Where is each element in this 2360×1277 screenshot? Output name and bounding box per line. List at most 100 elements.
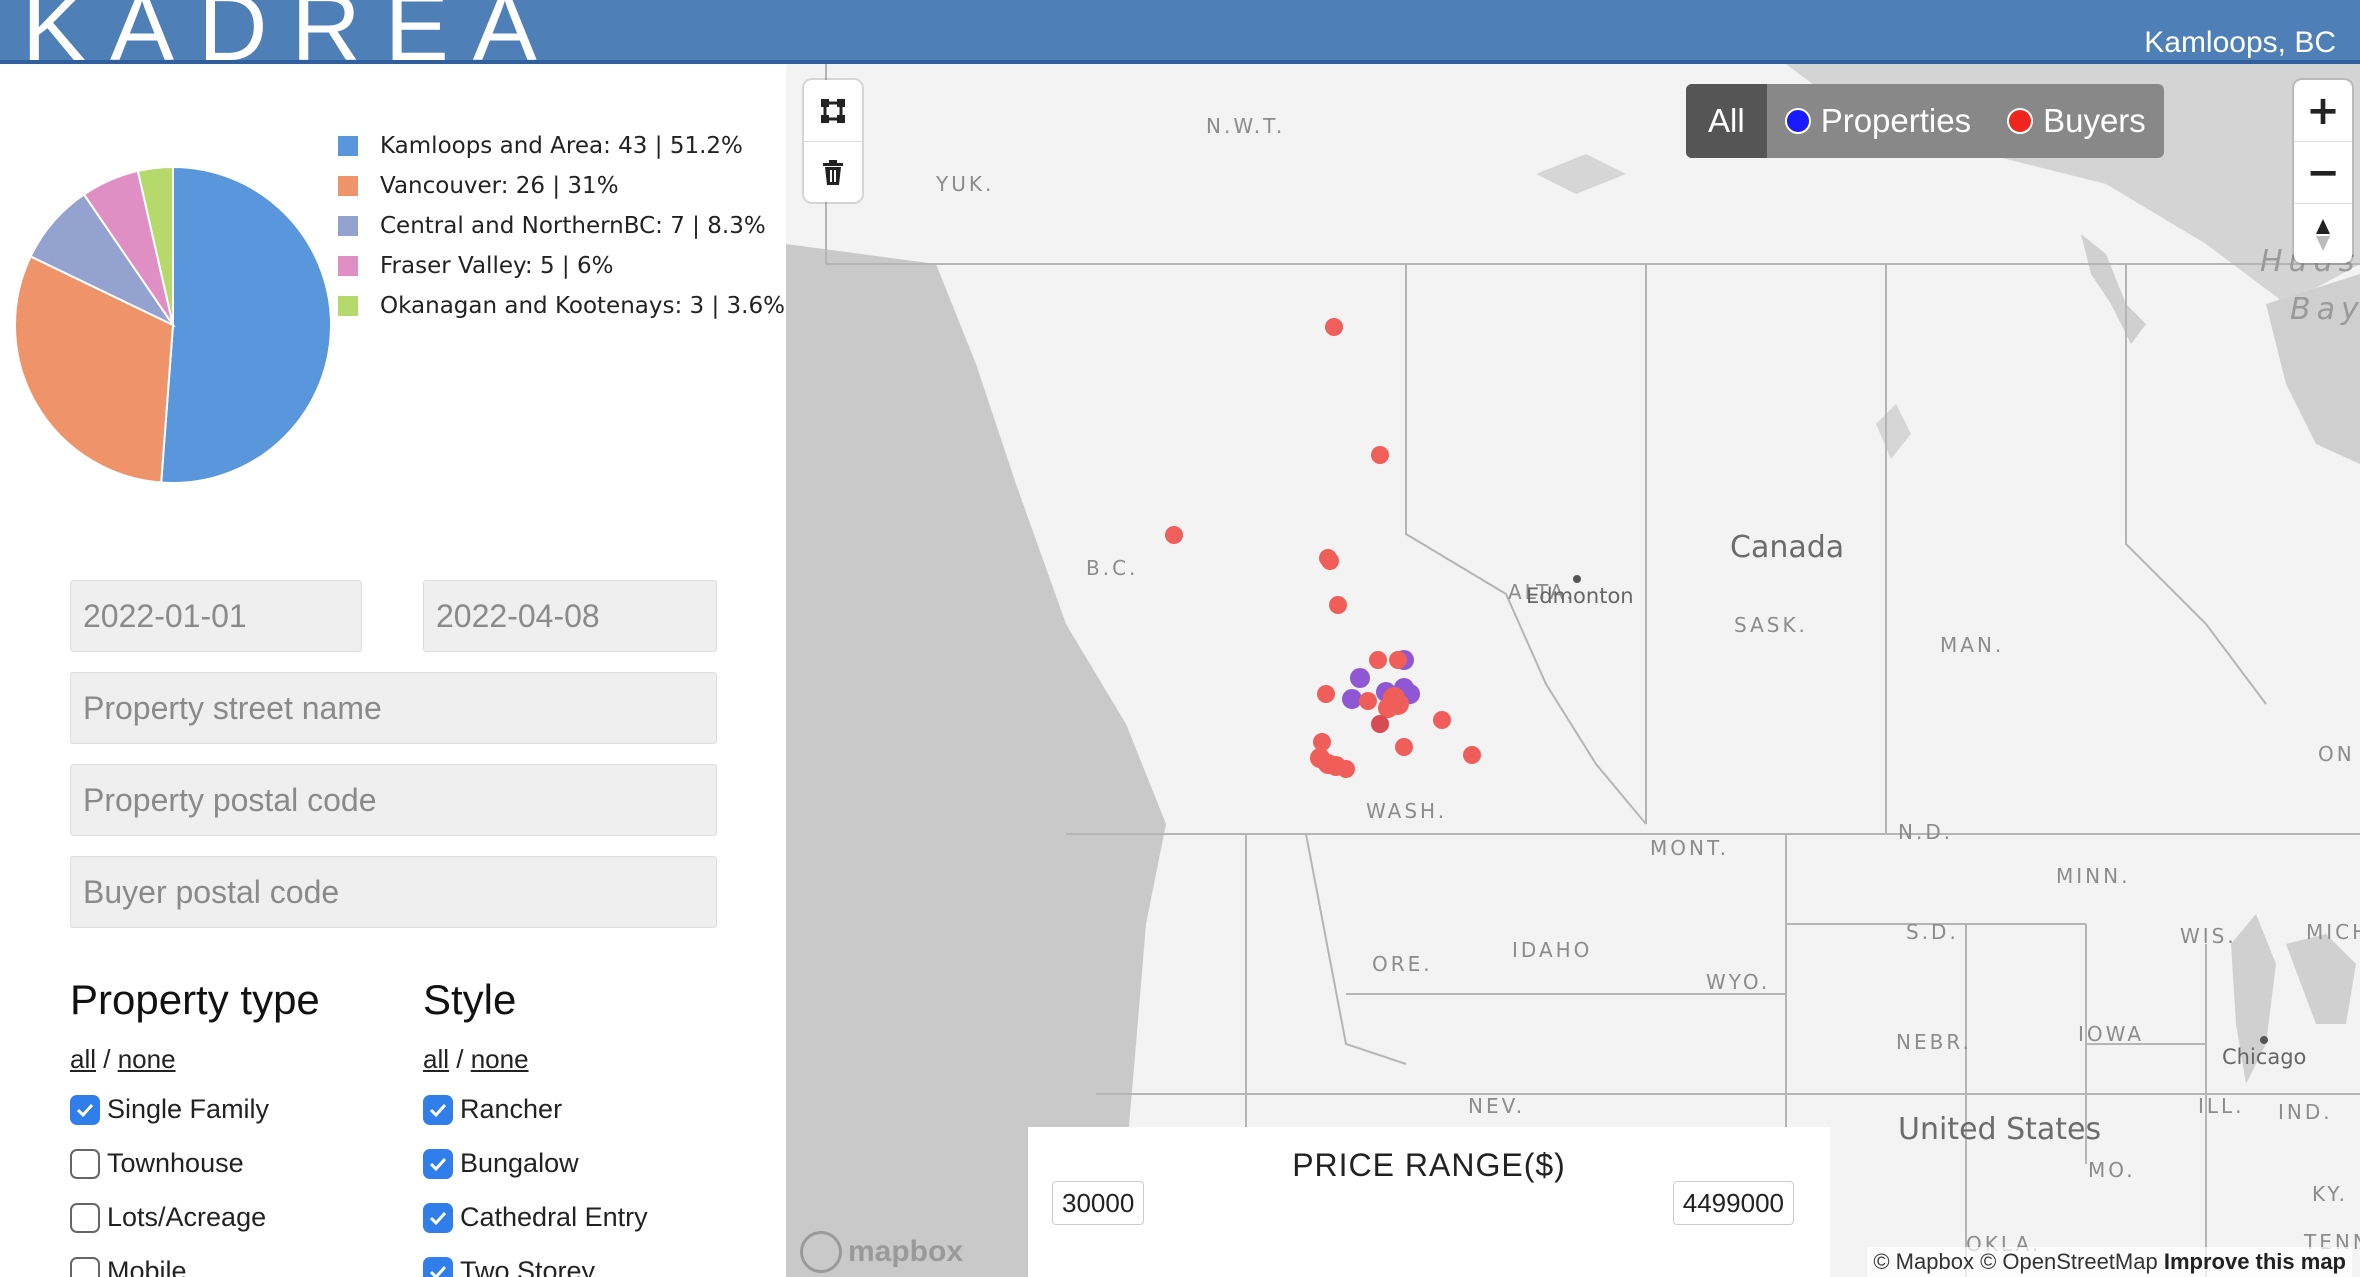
polygon-icon — [821, 98, 845, 123]
price-min-value[interactable]: 30000 — [1052, 1181, 1145, 1225]
buyer-point[interactable] — [1378, 698, 1398, 718]
checkbox-checked[interactable] — [423, 1256, 453, 1277]
map-label-edmonton: Edmonton — [1526, 584, 1634, 608]
checkbox-unchecked[interactable] — [70, 1256, 100, 1277]
buyer-point[interactable] — [1325, 318, 1343, 336]
data-points-layer[interactable] — [786, 64, 2360, 1277]
buyer-point[interactable] — [1313, 733, 1331, 751]
kadrea-logo[interactable]: KADREA — [22, 0, 561, 64]
buyer-point[interactable] — [1359, 692, 1377, 710]
checkbox-checked[interactable] — [423, 1094, 453, 1125]
map-view[interactable]: N.W.T. YUK. B.C. ALTA. SASK. MAN. Canada… — [786, 64, 2360, 1277]
property-type-title: Property type — [70, 976, 320, 1023]
map-label-montana: MONT. — [1650, 836, 1730, 860]
checkbox-lots-acreage[interactable]: Lots/Acreage — [70, 1202, 266, 1233]
buyer-point[interactable] — [1329, 596, 1347, 614]
style-all-link[interactable]: all — [423, 1044, 450, 1074]
pie-slice[interactable] — [160, 165, 333, 484]
end-date-input[interactable]: 2022-04-08 — [423, 580, 717, 652]
city-dot — [2260, 1036, 2268, 1044]
checkbox-townhouse[interactable]: Townhouse — [70, 1148, 244, 1179]
buyer-point[interactable] — [1165, 526, 1183, 544]
properties-dot-icon — [1784, 108, 1811, 134]
buyer-point[interactable] — [1337, 760, 1355, 778]
buyer-point[interactable] — [1317, 685, 1335, 703]
map-label-nebraska: NEBR. — [1896, 1030, 1972, 1054]
trash-button[interactable] — [804, 141, 862, 203]
map-label-south-dakota: S.D. — [1906, 920, 1959, 944]
property-point[interactable] — [1350, 668, 1370, 688]
start-date-input[interactable]: 2022-01-01 — [70, 580, 362, 652]
map-label-bay: Bay — [2290, 292, 2360, 327]
sidebar: Kamloops and Area: 43 | 51.2% Vancouver:… — [0, 64, 786, 1277]
checkbox-bungalow[interactable]: Bungalow — [423, 1148, 579, 1179]
checkbox-two-storey[interactable]: Two Storey — [423, 1256, 595, 1277]
compass-button[interactable] — [2294, 203, 2352, 265]
checkbox-mobile[interactable]: Mobile — [70, 1256, 187, 1277]
map-label-idaho: IDAHO — [1512, 938, 1593, 962]
compass-icon — [2316, 218, 2330, 251]
legend-swatch — [338, 176, 358, 196]
buyers-dot-icon — [2007, 108, 2034, 134]
map-label-yukon: YUK. — [936, 172, 995, 196]
buyer-point[interactable] — [1463, 746, 1481, 764]
osm-attribution-link[interactable]: © OpenStreetMap — [1980, 1249, 2158, 1274]
checkbox-single-family[interactable]: Single Family — [70, 1094, 269, 1125]
checkbox-checked[interactable] — [423, 1148, 453, 1179]
buyer-point[interactable] — [1389, 651, 1407, 669]
property-type-all-link[interactable]: all — [70, 1044, 97, 1074]
pie-slice[interactable] — [136, 165, 174, 326]
checkbox-unchecked[interactable] — [70, 1148, 100, 1179]
buyer-point[interactable] — [1321, 552, 1339, 570]
map-label-indiana: IND. — [2278, 1100, 2333, 1124]
map-label-north-dakota: N.D. — [1898, 820, 1954, 844]
property-type-none-link[interactable]: none — [117, 1044, 176, 1074]
draw-polygon-button[interactable] — [804, 80, 862, 141]
map-label-iowa: IOWA — [2078, 1022, 2145, 1046]
filter-properties-button[interactable]: Properties — [1767, 84, 1989, 158]
map-label-nevada: NEV. — [1468, 1094, 1526, 1118]
buyer-postal-input[interactable]: Buyer postal code — [70, 856, 717, 928]
price-range-panel: PRICE RANGE($) 30000 4499000 — [1028, 1127, 1830, 1277]
mapbox-logo[interactable]: mapbox — [800, 1231, 963, 1273]
buyer-point[interactable] — [1369, 651, 1387, 669]
filter-all-button[interactable]: All — [1686, 84, 1767, 158]
map-label-wyoming: WYO. — [1706, 970, 1771, 994]
zoom-controls: + − — [2294, 80, 2352, 263]
price-max-value[interactable]: 4499000 — [1672, 1181, 1794, 1225]
map-label-michigan: MICH — [2306, 920, 2360, 944]
checkbox-checked[interactable] — [423, 1202, 453, 1233]
checkbox-cathedral-entry[interactable]: Cathedral Entry — [423, 1202, 648, 1233]
mapbox-icon — [800, 1231, 842, 1273]
legend-swatch — [338, 136, 358, 156]
map-label-ontario: ON — [2318, 742, 2355, 766]
improve-map-link[interactable]: Improve this map — [2163, 1249, 2346, 1274]
draw-controls — [804, 80, 862, 202]
property-street-input[interactable]: Property street name — [70, 672, 717, 744]
pie-legend: Kamloops and Area: 43 | 51.2% Vancouver:… — [338, 126, 785, 326]
property-point[interactable] — [1342, 689, 1362, 709]
style-none-link[interactable]: none — [470, 1044, 529, 1074]
map-basemap[interactable] — [786, 64, 2360, 1277]
checkbox-rancher[interactable]: Rancher — [423, 1094, 562, 1125]
buyer-point[interactable] — [1433, 711, 1451, 729]
buyer-point[interactable] — [1371, 446, 1389, 464]
map-attribution: © Mapbox © OpenStreetMap Improve this ma… — [1867, 1247, 2352, 1277]
map-label-oregon: ORE. — [1372, 952, 1433, 976]
buyer-point[interactable] — [1371, 715, 1389, 733]
map-label-canada: Canada — [1730, 530, 1845, 565]
legend-item-okanagan-kootenays: Okanagan and Kootenays: 3 | 3.6% — [338, 286, 785, 326]
pie-slice[interactable] — [14, 255, 175, 484]
zoom-in-button[interactable]: + — [2306, 87, 2340, 134]
legend-swatch — [338, 216, 358, 236]
checkbox-checked[interactable] — [70, 1094, 100, 1125]
mapbox-attribution-link[interactable]: © Mapbox — [1873, 1249, 1974, 1274]
legend-item-central-northern-bc: Central and NorthernBC: 7 | 8.3% — [338, 206, 785, 246]
checkbox-unchecked[interactable] — [70, 1202, 100, 1233]
filter-buyers-button[interactable]: Buyers — [1989, 84, 2164, 158]
layer-filter: All Properties Buyers — [1686, 84, 2164, 158]
property-postal-input[interactable]: Property postal code — [70, 764, 717, 836]
buyer-point[interactable] — [1395, 738, 1413, 756]
zoom-out-button[interactable]: − — [2294, 141, 2352, 203]
style-title: Style — [423, 976, 517, 1023]
